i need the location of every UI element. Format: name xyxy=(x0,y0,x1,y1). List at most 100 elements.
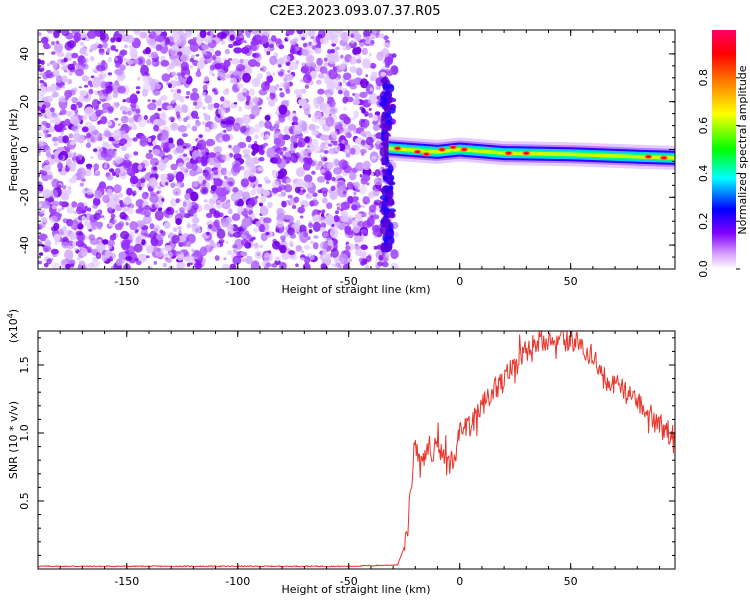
noise-speckle xyxy=(62,135,69,144)
noise-speckle xyxy=(257,39,263,44)
noise-speckle xyxy=(285,214,291,220)
noise-speckle xyxy=(157,118,164,127)
noise-speckle xyxy=(259,205,269,216)
noise-speckle xyxy=(275,58,282,66)
noise-speckle xyxy=(334,144,341,152)
noise-speckle xyxy=(313,101,320,109)
noise-speckle xyxy=(237,206,244,213)
noise-speckle xyxy=(329,227,339,239)
noise-speckle xyxy=(120,145,128,152)
noise-speckle xyxy=(165,181,169,186)
noise-speckle xyxy=(89,125,96,132)
noise-speckle xyxy=(222,134,231,142)
noise-speckle xyxy=(150,180,159,189)
noise-speckle xyxy=(383,35,389,40)
x-tick-label: 50 xyxy=(564,275,578,288)
noise-speckle xyxy=(85,132,92,139)
noise-speckle xyxy=(157,107,161,112)
noise-speckle xyxy=(65,95,69,101)
noise-speckle xyxy=(271,263,278,268)
noise-speckle xyxy=(207,156,216,166)
noise-speckle xyxy=(45,237,49,242)
noise-speckle xyxy=(47,174,53,180)
noise-speckle xyxy=(153,124,160,132)
noise-speckle xyxy=(116,37,122,43)
noise-speckle xyxy=(317,160,323,167)
noise-speckle xyxy=(372,123,380,132)
noise-speckle xyxy=(53,42,64,53)
noise-speckle xyxy=(169,49,179,57)
noise-speckle xyxy=(305,192,313,200)
noise-speckle xyxy=(193,250,200,257)
noise-speckle xyxy=(193,212,198,218)
noise-speckle xyxy=(372,120,378,125)
noise-speckle xyxy=(126,126,132,131)
noise-speckle xyxy=(162,262,168,268)
noise-speckle xyxy=(104,96,109,100)
noise-speckle xyxy=(275,84,280,88)
noise-speckle xyxy=(274,147,284,155)
noise-speckle xyxy=(251,77,261,87)
snr-multiplier-exponent: 4 xyxy=(6,313,15,318)
noise-speckle xyxy=(120,230,130,240)
noise-speckle xyxy=(202,179,207,184)
noise-speckle xyxy=(64,118,71,126)
noise-speckle xyxy=(143,115,148,120)
noise-speckle xyxy=(374,169,381,177)
noise-speckle xyxy=(354,46,362,55)
noise-speckle xyxy=(81,63,87,68)
noise-speckle xyxy=(309,62,316,67)
noise-speckle xyxy=(163,252,169,259)
noise-speckle xyxy=(213,212,221,219)
noise-speckle xyxy=(304,84,309,89)
noise-speckle xyxy=(117,85,126,94)
noise-speckle xyxy=(250,189,256,196)
noise-speckle xyxy=(354,138,361,144)
noise-speckle xyxy=(311,129,319,136)
noise-speckle xyxy=(335,210,339,214)
noise-speckle xyxy=(125,256,133,261)
noise-speckle xyxy=(385,119,392,125)
noise-speckle xyxy=(77,256,81,261)
colorbar: 0.0 0.2 0.4 0.6 0.8 Normalized spectral ampl… xyxy=(697,30,749,278)
noise-speckle xyxy=(147,102,157,111)
noise-speckle xyxy=(331,130,338,139)
noise-speckle xyxy=(38,260,43,265)
noise-speckle xyxy=(132,190,137,196)
noise-speckle xyxy=(182,201,187,207)
noise-speckle xyxy=(147,99,151,102)
noise-speckle xyxy=(346,96,354,103)
x-tick-label: 50 xyxy=(564,575,578,588)
noise-speckle xyxy=(197,254,204,262)
noise-speckle xyxy=(221,30,230,37)
snr-x-label: Height of straight line (km) xyxy=(281,583,430,596)
noise-speckle xyxy=(107,120,112,127)
noise-speckle xyxy=(120,115,129,124)
noise-speckle xyxy=(360,131,367,137)
noise-speckle xyxy=(267,201,273,209)
noise-speckle xyxy=(38,172,41,178)
noise-speckle xyxy=(369,195,373,199)
noise-speckle xyxy=(77,57,87,64)
noise-speckle xyxy=(201,160,208,167)
noise-speckle xyxy=(126,167,136,176)
noise-speckle xyxy=(322,253,331,260)
noise-speckle xyxy=(137,76,141,81)
noise-speckle xyxy=(176,180,184,189)
noise-speckle xyxy=(352,30,359,36)
noise-speckle xyxy=(192,37,197,42)
noise-speckle xyxy=(325,233,330,237)
noise-speckle xyxy=(107,239,115,247)
noise-speckle xyxy=(225,240,229,244)
noise-speckle xyxy=(40,108,46,114)
noise-speckle xyxy=(378,254,384,261)
snr-multiplier-close: ) xyxy=(7,309,20,313)
noise-speckle xyxy=(321,197,328,204)
noise-speckle xyxy=(125,152,133,159)
noise-speckle xyxy=(60,201,69,208)
noise-speckle xyxy=(283,81,291,90)
noise-speckle xyxy=(108,168,115,173)
noise-speckle xyxy=(144,205,151,211)
noise-speckle xyxy=(268,43,274,49)
noise-speckle xyxy=(164,157,170,163)
